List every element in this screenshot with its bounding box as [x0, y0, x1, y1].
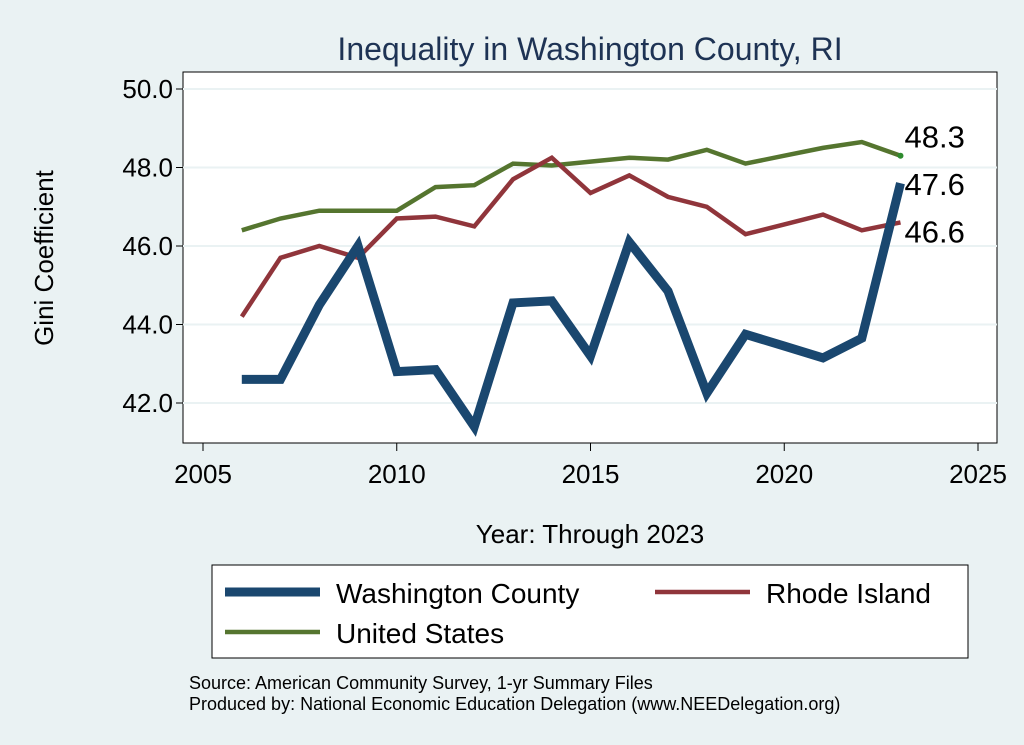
axes: 42.0 44.0 46.0 48.0 50.0 2005 2010 2015 2020 2025 [122, 74, 1007, 489]
series-line-united-states [241, 139, 902, 233]
series-line-washington-county [241, 182, 905, 437]
x-tick-label: 2005 [174, 459, 232, 489]
source-note: Source: American Community Survey, 1-yr … [189, 673, 653, 693]
y-tick-label: 44.0 [122, 310, 173, 340]
legend-label-washington-county: Washington County [336, 578, 579, 609]
end-label-rhode-island: 46.6 [905, 214, 965, 249]
y-tick-label: 42.0 [122, 388, 173, 418]
y-tick-label: 50.0 [122, 74, 173, 104]
end-labels: 47.6 46.6 48.3 [897, 120, 965, 249]
legend: Washington County Rhode Island United Stat… [211, 564, 969, 659]
x-tick-label: 2010 [368, 459, 426, 489]
x-tick-label: 2020 [755, 459, 813, 489]
end-label-washington-county: 47.6 [905, 167, 965, 202]
x-tick-label: 2015 [562, 459, 620, 489]
x-axis-title: Year: Through 2023 [476, 519, 704, 549]
y-tick-label: 48.0 [122, 153, 173, 183]
series-lines [239, 139, 905, 437]
y-axis-title: Gini Coefficient [29, 169, 59, 346]
legend-label-united-states: United States [336, 618, 504, 649]
producer-note: Produced by: National Economic Education… [189, 694, 840, 714]
y-tick-label: 46.0 [122, 231, 173, 261]
plot-area [182, 71, 998, 444]
chart-title: Inequality in Washington County, RI [337, 31, 842, 67]
x-tick-label: 2025 [949, 459, 1007, 489]
end-label-united-states: 48.3 [905, 120, 965, 155]
end-marker-united-states [897, 152, 904, 159]
legend-label-rhode-island: Rhode Island [766, 578, 931, 609]
legend-box [211, 564, 969, 659]
